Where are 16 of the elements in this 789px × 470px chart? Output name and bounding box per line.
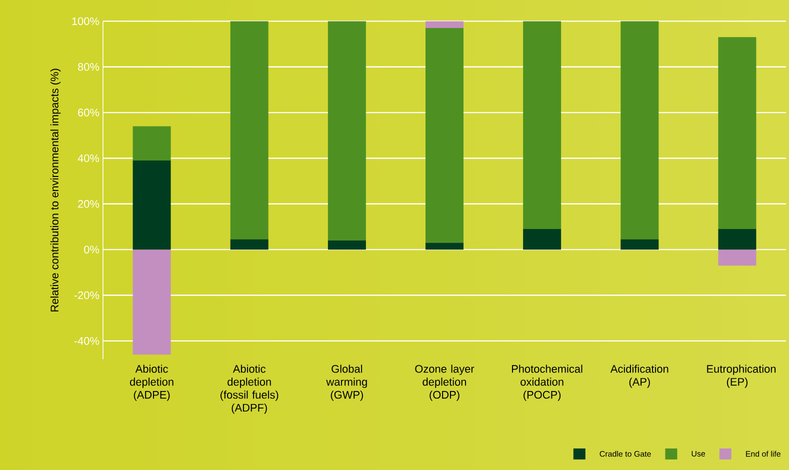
x-tick-label: Global warming (GWP) (326, 364, 367, 401)
x-tick-label: Eutrophication (EP) (707, 364, 776, 388)
y-axis-title: Relative contribution to environmental impacts (%) (50, 68, 61, 312)
x-tick-label: Abiotic depletion (fossil fuels) (ADPF) (220, 364, 278, 414)
y-tick-label: 80% (78, 63, 100, 71)
x-tick-label: Photochemical oxidation (POCP) (512, 364, 582, 401)
y-tick-label: 60% (78, 108, 100, 116)
y-tick-label: -20% (74, 291, 100, 300)
y-tick-label: 40% (78, 154, 100, 162)
y-tick-label: -40% (74, 337, 100, 345)
x-tick-label: Abiotic depletion (ADPE) (130, 364, 174, 401)
x-tick-label: Ozone layer depletion (ODP) (415, 364, 474, 401)
y-tick-label: 0% (84, 246, 100, 254)
x-tick-label: Acidification (AP) (610, 364, 668, 388)
y-tick-label: 20% (78, 200, 100, 208)
y-tick-label: 100% (72, 17, 100, 26)
